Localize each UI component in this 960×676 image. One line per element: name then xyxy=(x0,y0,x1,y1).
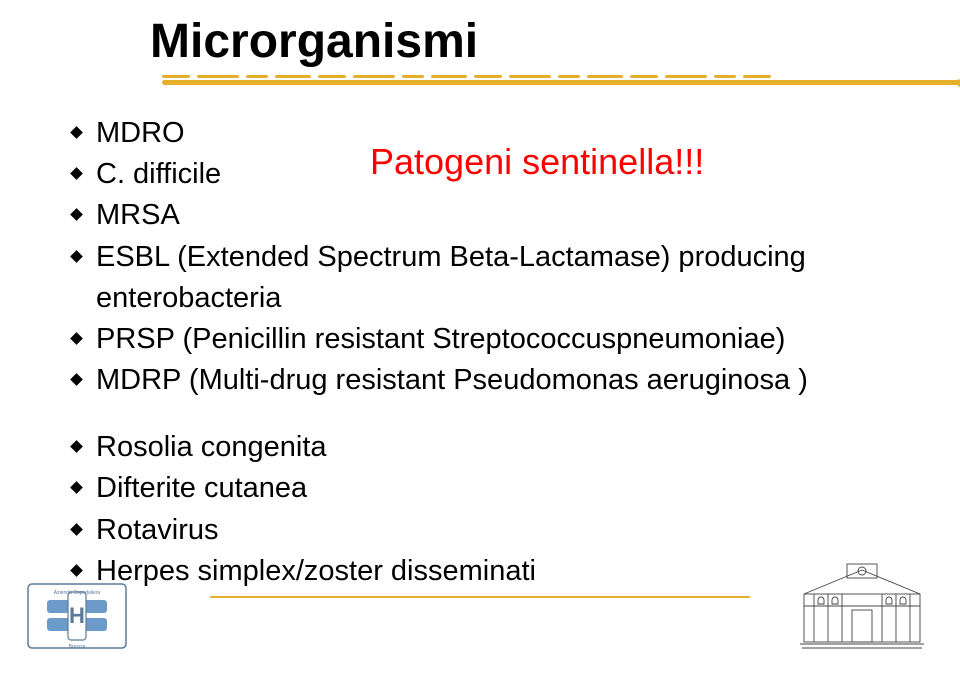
list-item: MDRO xyxy=(70,113,890,154)
building-lineart-icon xyxy=(792,560,932,654)
list-item: Difterite cutanea xyxy=(70,468,890,509)
hospital-logo-icon: H Azienda Ospedaliera Brescia xyxy=(22,578,132,654)
list-item: PRSP (Penicillin resistant Streptococcus… xyxy=(70,319,890,360)
list-item: Rosolia congenita xyxy=(70,427,890,468)
decor-rule xyxy=(162,80,960,85)
title-block: Microrganismi xyxy=(70,14,890,85)
list-item: ESBL (Extended Spectrum Beta-Lactamase) … xyxy=(70,237,890,319)
list-item: MDRP (Multi-drug resistant Pseudomonas a… xyxy=(70,360,890,401)
content-area: Patogeni sentinella!!! MDRO C. difficile… xyxy=(70,113,890,533)
organism-list-primary: MDRO C. difficile MRSA ESBL (Extended Sp… xyxy=(70,113,890,401)
list-item: Herpes simplex/zoster disseminati xyxy=(70,551,890,592)
decor-dashes xyxy=(162,75,960,78)
slide: Microrganismi Patogeni sentinella!!! MDR… xyxy=(0,0,960,676)
svg-text:Brescia: Brescia xyxy=(69,644,86,650)
footer-rule xyxy=(210,596,750,598)
svg-text:Azienda Ospedaliera: Azienda Ospedaliera xyxy=(54,590,101,596)
list-item: Rotavirus xyxy=(70,510,890,551)
page-title: Microrganismi xyxy=(150,14,890,69)
svg-text:H: H xyxy=(69,603,85,628)
organism-list-secondary: Rosolia congenita Difterite cutanea Rota… xyxy=(70,427,890,592)
list-item: C. difficile xyxy=(70,154,890,195)
title-underline xyxy=(162,75,960,85)
list-item: MRSA xyxy=(70,195,890,236)
